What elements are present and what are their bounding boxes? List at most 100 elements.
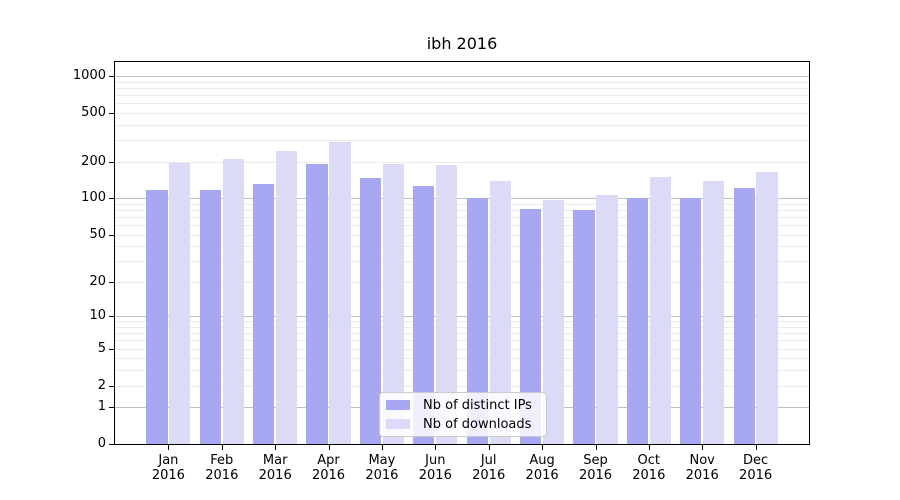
gridline-minor (115, 94, 809, 96)
x-tick-mark (328, 445, 330, 450)
y-tick-label: 20 (89, 273, 106, 289)
y-tick-label: 500 (81, 104, 106, 120)
gridline-minor (115, 124, 809, 126)
x-tick-label: May 2016 (350, 453, 414, 483)
x-tick-mark (435, 445, 437, 450)
bar-downloads-jul (489, 181, 511, 444)
bar-distinct-ips-may (359, 177, 382, 444)
x-tick-label: Oct 2016 (617, 453, 681, 483)
x-tick-year: 2016 (418, 468, 452, 483)
x-tick-mark (702, 445, 704, 450)
legend-label-distinct-ips: Nb of distinct IPs (423, 397, 532, 413)
x-tick-year: 2016 (205, 468, 239, 483)
gridline-minor (115, 340, 809, 342)
x-tick-year: 2016 (365, 468, 399, 483)
bar-downloads-nov (703, 180, 725, 444)
bar-downloads-dec (756, 172, 778, 444)
x-tick-label: Jan 2016 (136, 453, 200, 483)
gridline-minor (115, 261, 809, 263)
x-tick-month: Dec (743, 453, 769, 468)
gridline-major (115, 316, 809, 318)
gridline-minor (115, 209, 809, 211)
gridline-minor (115, 225, 809, 226)
x-tick-mark (488, 445, 490, 450)
gridline-minor (115, 358, 809, 360)
x-tick-mark (275, 445, 277, 450)
x-tick-label: Sep 2016 (564, 453, 628, 483)
y-tick-label: 0 (97, 436, 106, 451)
x-tick-label: Jul 2016 (457, 453, 521, 483)
y-tick-mark (109, 348, 114, 350)
x-tick-year: 2016 (472, 468, 506, 483)
legend-label-downloads: Nb of downloads (423, 416, 532, 432)
gridline-minor (115, 327, 809, 328)
x-tick-year: 2016 (258, 468, 292, 483)
gridline-minor (115, 385, 809, 387)
bar-distinct-ips-nov (680, 198, 702, 444)
gridline-minor (115, 216, 809, 218)
gridline-minor (115, 87, 809, 89)
y-tick-label: 200 (81, 153, 106, 169)
y-tick-label: 10 (89, 308, 106, 324)
x-tick-month: Mar (262, 453, 288, 468)
bar-downloads-feb (222, 158, 244, 444)
x-tick-label: Jun 2016 (403, 453, 467, 483)
bar-distinct-ips-jun (413, 186, 435, 444)
gridline-minor (115, 321, 809, 323)
y-tick-label: 2 (97, 377, 106, 393)
x-tick-label: Aug 2016 (510, 453, 574, 483)
gridline-minor (115, 203, 809, 205)
y-tick-mark (109, 112, 114, 114)
x-tick-month: Apr (317, 453, 340, 468)
x-tick-label: Feb 2016 (190, 453, 254, 483)
y-tick-mark (109, 385, 114, 387)
y-tick-label: 1000 (72, 68, 106, 83)
y-tick-label: 5 (97, 340, 106, 356)
y-tick-mark (109, 407, 114, 409)
gridline-minor (115, 281, 809, 283)
bar-downloads-jun (436, 165, 458, 444)
gridline-minor (115, 103, 809, 105)
x-tick-mark (755, 445, 757, 450)
x-tick-mark (595, 445, 597, 450)
x-tick-month: Oct (637, 453, 661, 468)
y-tick-mark (109, 198, 114, 200)
bar-distinct-ips-apr (306, 163, 328, 444)
gridline-minor (115, 161, 809, 163)
y-tick-mark (109, 76, 114, 77)
x-tick-label: Mar 2016 (243, 453, 307, 483)
x-tick-year: 2016 (151, 468, 185, 483)
gridline-minor (115, 140, 809, 141)
y-tick-mark (109, 444, 114, 445)
x-tick-mark (648, 445, 650, 450)
y-tick-mark (109, 161, 114, 163)
bar-distinct-ips-jan (146, 189, 168, 444)
x-tick-year: 2016 (685, 468, 719, 483)
gridline-minor (115, 370, 809, 372)
x-tick-mark (542, 445, 544, 450)
gridline-minor (115, 81, 809, 83)
x-tick-month: Aug (529, 453, 555, 468)
x-tick-month: May (368, 453, 396, 468)
chart-title: ibh 2016 (426, 34, 498, 53)
bar-distinct-ips-aug (520, 208, 542, 444)
gridline-minor (115, 246, 809, 248)
x-tick-month: Sep (583, 453, 608, 468)
gridline-minor (115, 348, 809, 350)
x-tick-month: Feb (210, 453, 234, 468)
x-tick-month: Jun (425, 453, 446, 468)
legend-item-distinct-ips: Nb of distinct IPs (380, 396, 546, 414)
bar-downloads-apr (329, 141, 351, 444)
x-tick-year: 2016 (578, 468, 613, 483)
gridline-minor (115, 333, 809, 335)
legend: Nb of distinct IPs Nb of downloads (379, 392, 547, 437)
x-tick-year: 2016 (632, 468, 666, 483)
x-tick-month: Nov (689, 453, 715, 468)
x-tick-mark (221, 445, 223, 450)
y-tick-mark (109, 281, 114, 283)
bar-distinct-ips-dec (733, 187, 755, 444)
x-tick-year: 2016 (311, 468, 346, 483)
bar-distinct-ips-sep (573, 209, 595, 444)
x-tick-month: Jan (158, 453, 179, 468)
